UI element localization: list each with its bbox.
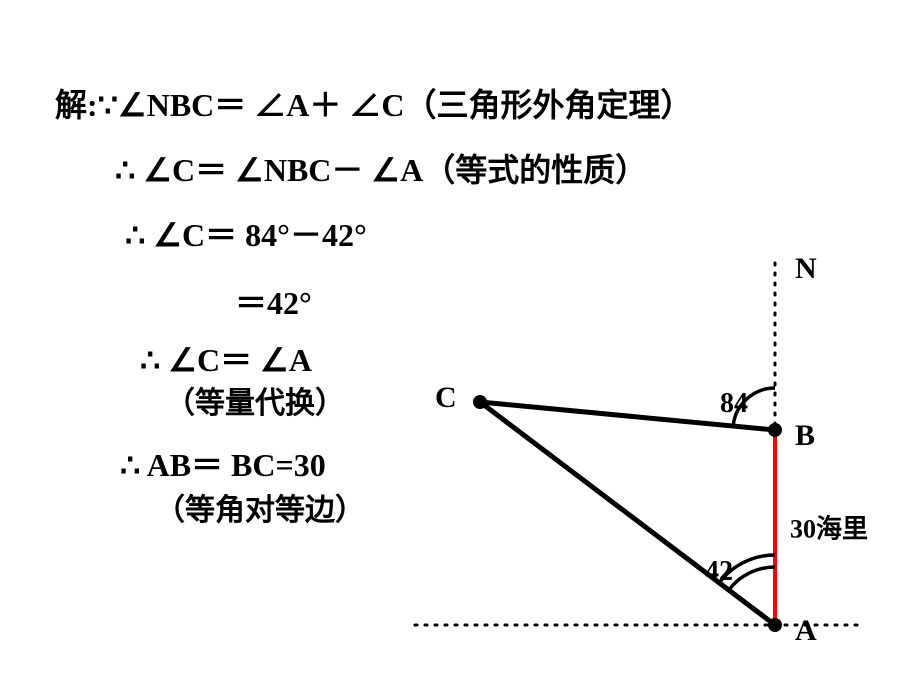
proof-line-4: ＝42° [235,278,312,324]
proof-line-1: 解:∵∠NBC＝ ∠A＋ ∠C（三角形外角定理） [55,80,693,126]
svg-text:N: N [795,252,817,285]
line3-text: ∠C＝ 84°－42° [153,217,366,253]
diagram-svg: N C B A 84 42 30海里 [380,230,880,670]
therefore-sym: ∴ [115,152,135,188]
because-sym: ∵ [98,87,118,123]
line6-text: AB＝ BC=30 [147,447,326,483]
svg-text:B: B [795,419,815,452]
proof-line-2: ∴ ∠C＝ ∠NBC－ ∠A（等式的性质） [115,145,647,191]
svg-text:42: 42 [705,556,733,587]
proof-line-6-reason: （等角对等边） [155,485,365,529]
line6-reason-text: （等角对等边） [155,494,365,527]
line2-text: ∠C＝ ∠NBC－ ∠A（等式的性质） [143,152,647,188]
therefore-sym: ∴ [125,217,145,253]
therefore-sym: ∴ [140,342,160,378]
svg-text:30海里: 30海里 [790,515,868,544]
svg-text:C: C [435,381,457,414]
line5-text: ∠C＝ ∠A [168,342,312,378]
proof-line-6: ∴ AB＝ BC=30 [120,440,326,486]
line5-reason-text: （等量代换） [165,387,345,420]
therefore-sym: ∴ [120,447,140,483]
proof-line-5-reason: （等量代换） [165,378,345,422]
geometry-diagram: N C B A 84 42 30海里 [380,230,880,670]
prefix: 解: [55,87,98,123]
svg-text:A: A [795,614,817,647]
line4-text: ＝42° [235,285,312,321]
proof-line-5: ∴ ∠C＝ ∠A [140,335,312,381]
line1-text: ∠NBC＝ ∠A＋ ∠C（三角形外角定理） [118,87,692,123]
proof-line-3: ∴ ∠C＝ 84°－42° [125,210,367,256]
svg-text:84: 84 [720,388,748,419]
